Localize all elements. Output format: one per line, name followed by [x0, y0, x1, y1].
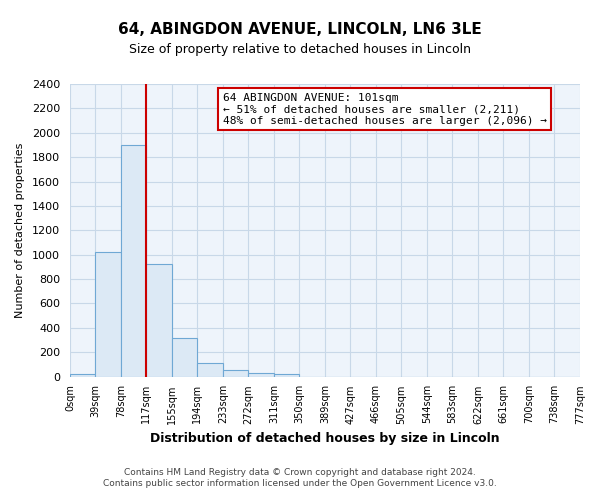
Bar	[172, 338, 197, 376]
Bar	[223, 370, 248, 376]
Y-axis label: Number of detached properties: Number of detached properties	[15, 142, 25, 318]
Text: Size of property relative to detached houses in Lincoln: Size of property relative to detached ho…	[129, 42, 471, 56]
Bar	[121, 145, 146, 376]
Text: 64 ABINGDON AVENUE: 101sqm
← 51% of detached houses are smaller (2,211)
48% of s: 64 ABINGDON AVENUE: 101sqm ← 51% of deta…	[223, 93, 547, 126]
Bar	[70, 374, 95, 376]
Text: 64, ABINGDON AVENUE, LINCOLN, LN6 3LE: 64, ABINGDON AVENUE, LINCOLN, LN6 3LE	[118, 22, 482, 38]
Bar	[146, 264, 172, 376]
Bar	[95, 252, 121, 376]
Bar	[274, 374, 299, 376]
Text: Contains HM Land Registry data © Crown copyright and database right 2024.
Contai: Contains HM Land Registry data © Crown c…	[103, 468, 497, 487]
X-axis label: Distribution of detached houses by size in Lincoln: Distribution of detached houses by size …	[150, 432, 500, 445]
Bar	[197, 363, 223, 376]
Bar	[248, 374, 274, 376]
